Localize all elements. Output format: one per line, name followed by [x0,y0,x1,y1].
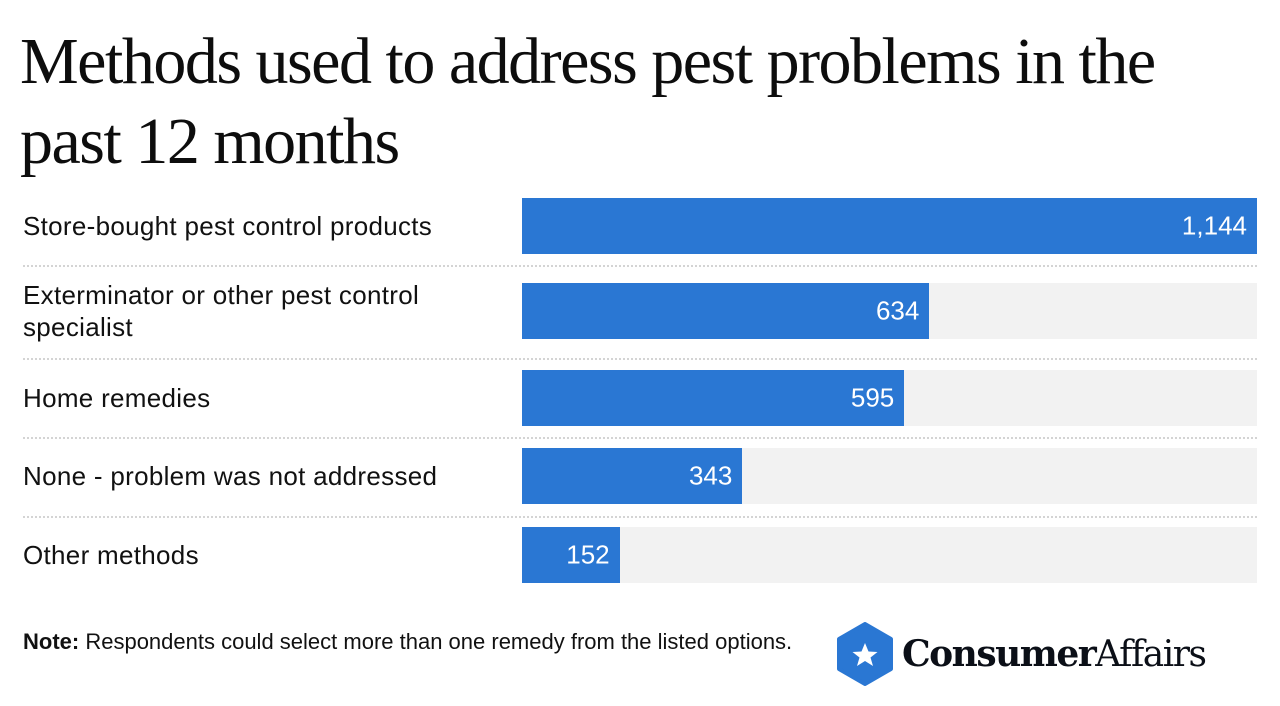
category-label: Exterminator or other pest control speci… [23,280,420,342]
logo-text-bold: Consumer [902,633,1097,675]
category-label: None - problem was not addressed [23,461,438,491]
row-divider [23,516,1257,518]
note-label: Note: [23,629,80,654]
bar-track: 634 [522,283,1257,339]
bar: 1,144 [522,198,1257,254]
logo-text-regular: Affairs [1095,634,1207,675]
bar-row: None - problem was not addressed 343 [0,448,1280,504]
row-divider [23,437,1257,439]
bar-track: 1,144 [522,198,1257,254]
bar: 634 [522,283,930,339]
bar: 152 [522,527,620,583]
chart-title: Methods used to address pest problems in… [20,25,1156,178]
category-label: Other methods [23,540,199,570]
value-label: 1,144 [1181,210,1247,241]
bar-row: Store-bought pest control products 1,144 [0,198,1280,254]
bar-track: 343 [522,448,1257,504]
category-label: Home remedies [23,383,211,413]
bar-row: Other methods 152 [0,527,1280,583]
value-label: 152 [566,539,610,570]
row-divider [23,265,1257,267]
star-hexagon-icon [837,622,893,686]
row-divider [23,358,1257,360]
bar-track: 152 [522,527,1257,583]
bar: 595 [522,370,905,426]
footnote: Note: Respondents could select more than… [23,627,803,657]
bar-row: Exterminator or other pest control speci… [0,280,1280,342]
bar: 343 [522,448,743,504]
category-label: Store-bought pest control products [23,211,433,241]
consumeraffairs-logo: ConsumerAffairs [836,622,1207,686]
value-label: 343 [688,460,733,491]
bar-row: Home remedies 595 [0,370,1280,426]
note-text: Respondents could select more than one r… [79,629,793,654]
bar-track: 595 [522,370,1257,426]
value-label: 634 [875,295,920,326]
value-label: 595 [850,382,895,413]
